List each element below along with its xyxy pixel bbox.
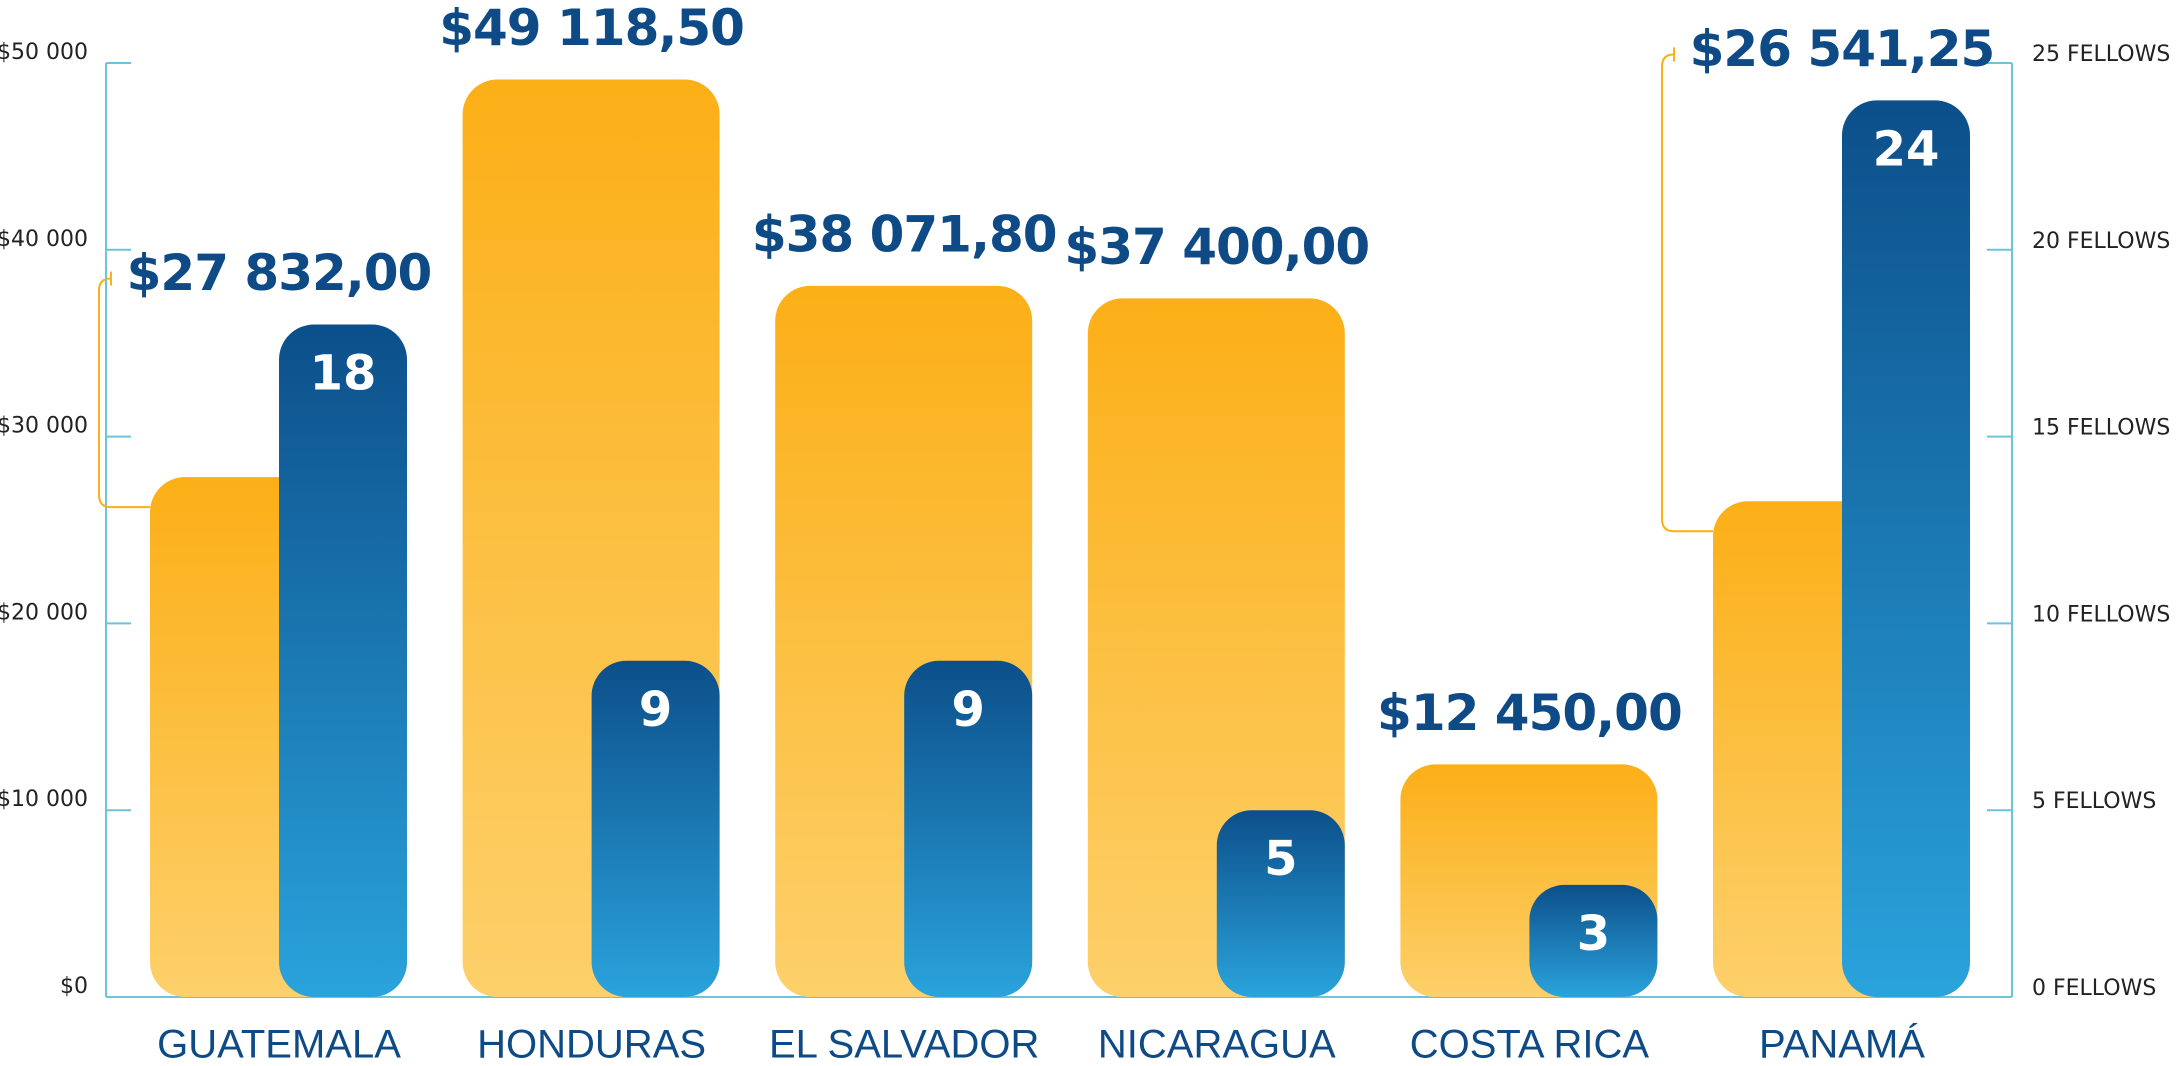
fellows-label: 9	[639, 682, 672, 738]
fellows-bar	[1842, 100, 1970, 998]
x-tick-label: PANAMÁ	[1759, 1022, 1925, 1066]
fellows-bar	[591, 660, 720, 997]
fellows-label: 18	[310, 346, 377, 402]
x-tick-label: NICARAGUA	[1098, 1023, 1336, 1066]
y2-tick-label: 0 FELLOWS	[2032, 976, 2156, 1001]
y2-tick-label: 5 FELLOWS	[2032, 789, 2156, 814]
value-label: $37 400,00	[1064, 218, 1369, 276]
y-tick-label: $40 000	[0, 227, 88, 252]
x-tick-label: HONDURAS	[477, 1023, 706, 1066]
y-tick-label: $50 000	[0, 40, 88, 65]
value-label: $38 071,80	[752, 205, 1057, 263]
x-tick-label: GUATEMALA	[157, 1023, 401, 1066]
y-tick-label: $10 000	[0, 787, 88, 812]
value-label: $26 541,25	[1690, 20, 1995, 78]
value-label: $12 450,00	[1377, 684, 1682, 742]
value-label: $27 832,00	[127, 244, 432, 302]
y2-tick-label: 10 FELLOWS	[2032, 602, 2170, 627]
y2-tick-label: 15 FELLOWS	[2032, 416, 2170, 441]
fellows-label: 24	[1873, 121, 1940, 177]
fellows-bar	[904, 660, 1033, 997]
fellows-bar	[1216, 810, 1345, 997]
bracket	[1661, 47, 1713, 533]
bracket	[98, 271, 150, 509]
y-tick-label: $20 000	[0, 600, 88, 625]
fellows-bar	[279, 324, 407, 997]
fellows-label: 5	[1264, 831, 1297, 887]
value-label: $49 118,50	[439, 0, 744, 57]
y2-tick-label: 20 FELLOWS	[2032, 229, 2170, 254]
y2-tick-label: 25 FELLOWS	[2032, 42, 2170, 67]
x-tick-label: EL SALVADOR	[769, 1023, 1039, 1066]
x-tick-label: COSTA RICA	[1410, 1023, 1650, 1066]
y-tick-label: $30 000	[0, 414, 88, 439]
fellows-label: 3	[1577, 906, 1610, 962]
fellows-bar	[1529, 884, 1658, 997]
y-tick-label: $0	[60, 974, 88, 999]
fellows-label: 9	[951, 682, 984, 738]
